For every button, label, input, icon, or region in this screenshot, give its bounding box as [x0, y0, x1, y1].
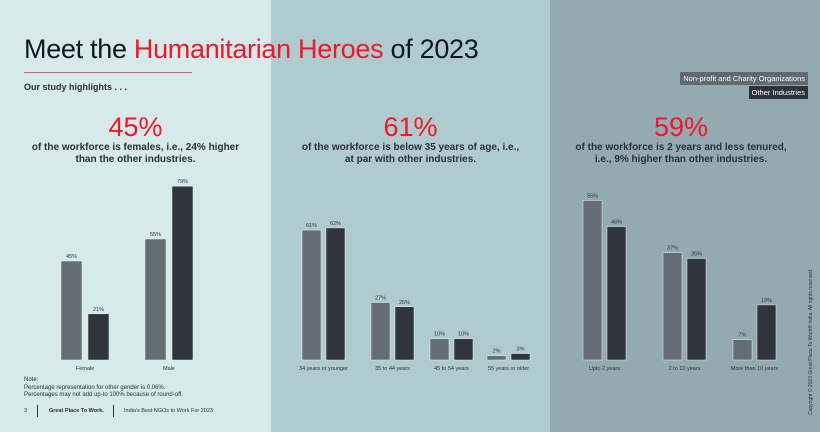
- data-label: 79%: [177, 179, 188, 185]
- copyright: Copyright © 2023 Great Place To Work® In…: [808, 268, 814, 415]
- note: Note: Percentage representation for othe…: [24, 377, 183, 400]
- highlight-stat: 45%: [108, 112, 163, 142]
- bar: [582, 200, 603, 361]
- page-title: Meet the Humanitarian Heroes of 2023: [24, 34, 479, 65]
- category-label: More than 10 years: [731, 366, 779, 372]
- highlight-age: 61% of the workforce is below 35 years o…: [271, 112, 550, 166]
- category-label: 45 to 54 years: [434, 366, 469, 372]
- highlight-desc-line2: at par with other industries.: [344, 154, 477, 165]
- bar: [453, 338, 474, 361]
- footer-brand: Great Place To Work.: [49, 408, 104, 414]
- footer-divider: [113, 405, 114, 417]
- data-label: 25%: [399, 300, 410, 306]
- legend-nonprofit: Non-profit and Charity Organizations: [680, 72, 808, 85]
- data-label: 46%: [611, 220, 622, 226]
- bar: [394, 306, 415, 361]
- data-label: 55%: [587, 194, 598, 200]
- bar: [686, 258, 707, 361]
- category-label: 2 to 10 years: [669, 366, 701, 372]
- legend-other-industries: Other Industries: [748, 86, 808, 99]
- data-label: 27%: [375, 295, 386, 301]
- data-label: 35%: [691, 252, 702, 258]
- highlight-desc-line2: i.e., 9% higher than other industries.: [594, 154, 768, 165]
- data-label: 3%: [517, 347, 525, 353]
- bar: [606, 226, 627, 361]
- data-label: 37%: [667, 246, 678, 252]
- data-label: 10%: [434, 332, 445, 338]
- bar: [370, 302, 391, 361]
- category-label: Male: [163, 366, 175, 372]
- data-label: 2%: [493, 349, 501, 355]
- highlight-desc-line2: than the other industries.: [75, 154, 196, 165]
- data-label: 45%: [66, 254, 77, 260]
- data-label: 21%: [93, 307, 104, 313]
- highlight-tenure: 59% of the workforce is 2 years and less…: [550, 112, 812, 166]
- data-label: 7%: [739, 333, 747, 339]
- bar: [144, 238, 167, 361]
- title-underline: [24, 72, 192, 73]
- bar: [732, 339, 753, 361]
- category-label: 34 years or younger: [299, 366, 348, 372]
- data-label: 61%: [306, 223, 317, 229]
- highlight-gender: 45% of the workforce is females, i.e., 2…: [0, 112, 271, 166]
- note-line2: Percentages may not add up-to 100% becau…: [24, 392, 183, 398]
- title-highlight: Humanitarian Heroes: [133, 34, 384, 64]
- note-line1: Percentage representation for other gend…: [24, 384, 166, 391]
- highlight-stat: 59%: [653, 112, 709, 142]
- title-part2: of 2023: [383, 34, 479, 64]
- bar: [171, 185, 194, 361]
- highlight-desc-line1: of the workforce is females, i.e., 24% h…: [31, 142, 240, 153]
- bar: [486, 355, 507, 361]
- category-label: Female: [76, 366, 94, 372]
- data-label: 10%: [458, 332, 469, 338]
- bar: [662, 252, 683, 361]
- bar: [429, 338, 450, 361]
- footer-divider: [37, 405, 38, 417]
- category-label: 35 to 44 years: [375, 366, 410, 372]
- data-label: 55%: [150, 232, 161, 238]
- title-part1: Meet the: [24, 34, 134, 64]
- highlight-desc-line1: of the workforce is below 35 years of ag…: [301, 142, 520, 153]
- subtitle: Our study highlights . . .: [24, 82, 127, 92]
- category-label: 55 years or older: [488, 366, 529, 372]
- data-label: 19%: [761, 298, 772, 304]
- footer-report: India's Best NGOs to Work For 2023: [124, 408, 213, 414]
- bar: [60, 260, 83, 361]
- bar: [510, 353, 531, 361]
- highlight-desc-line1: of the workforce is 2 years and less ten…: [575, 142, 787, 153]
- note-heading: Note:: [24, 377, 39, 383]
- page-number: 3: [24, 408, 28, 414]
- category-label: Upto 2 years: [589, 366, 620, 372]
- highlight-stat: 61%: [383, 112, 438, 142]
- bar: [756, 304, 777, 361]
- bar: [87, 313, 110, 361]
- bar: [325, 227, 346, 361]
- data-label: 62%: [330, 221, 341, 227]
- bar: [301, 229, 322, 361]
